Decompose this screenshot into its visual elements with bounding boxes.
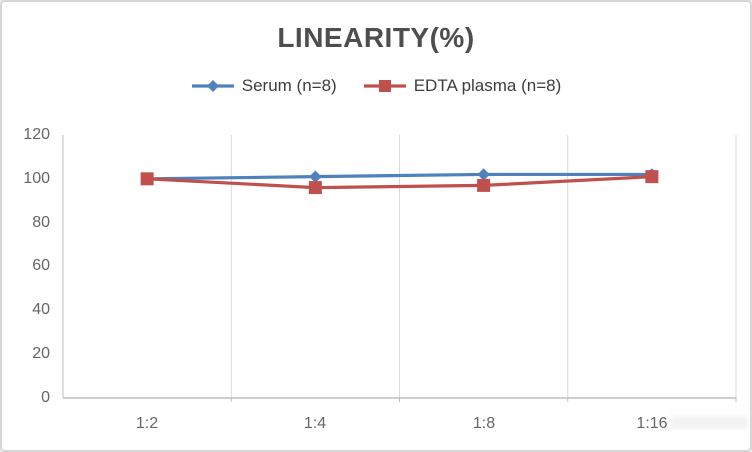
x-axis-tick-1-2: 1:2 [135,415,159,432]
legend: Serum (n=8) EDTA plasma (n=8) [2,76,750,96]
serum-line-diamond-icon [191,80,234,92]
y-axis-tick-0: 0 [41,389,50,406]
y-axis-tick-20: 20 [32,345,50,362]
legend-item-serum: Serum (n=8) [191,76,337,96]
y-axis-tick-100: 100 [23,170,50,187]
x-axis-tick-1-16: 1:16 [636,415,668,432]
y-axis-tick-80: 80 [32,214,50,231]
y-axis-tick-40: 40 [32,301,50,318]
legend-label-edta-plasma: EDTA plasma (n=8) [413,76,562,95]
legend-item-edta-plasma: EDTA plasma (n=8) [363,76,562,96]
x-axis-tick-1-8: 1:8 [472,415,496,432]
edta-plasma-line-square-icon [363,80,406,92]
y-axis-tick-60: 60 [32,257,50,274]
y-axis-tick-120: 120 [23,126,50,143]
x-axis-tick-1-4: 1:4 [303,415,327,432]
watermark [670,416,748,429]
legend-label-serum: Serum (n=8) [241,76,337,95]
chart-title: LINEARITY(%) [277,22,475,53]
